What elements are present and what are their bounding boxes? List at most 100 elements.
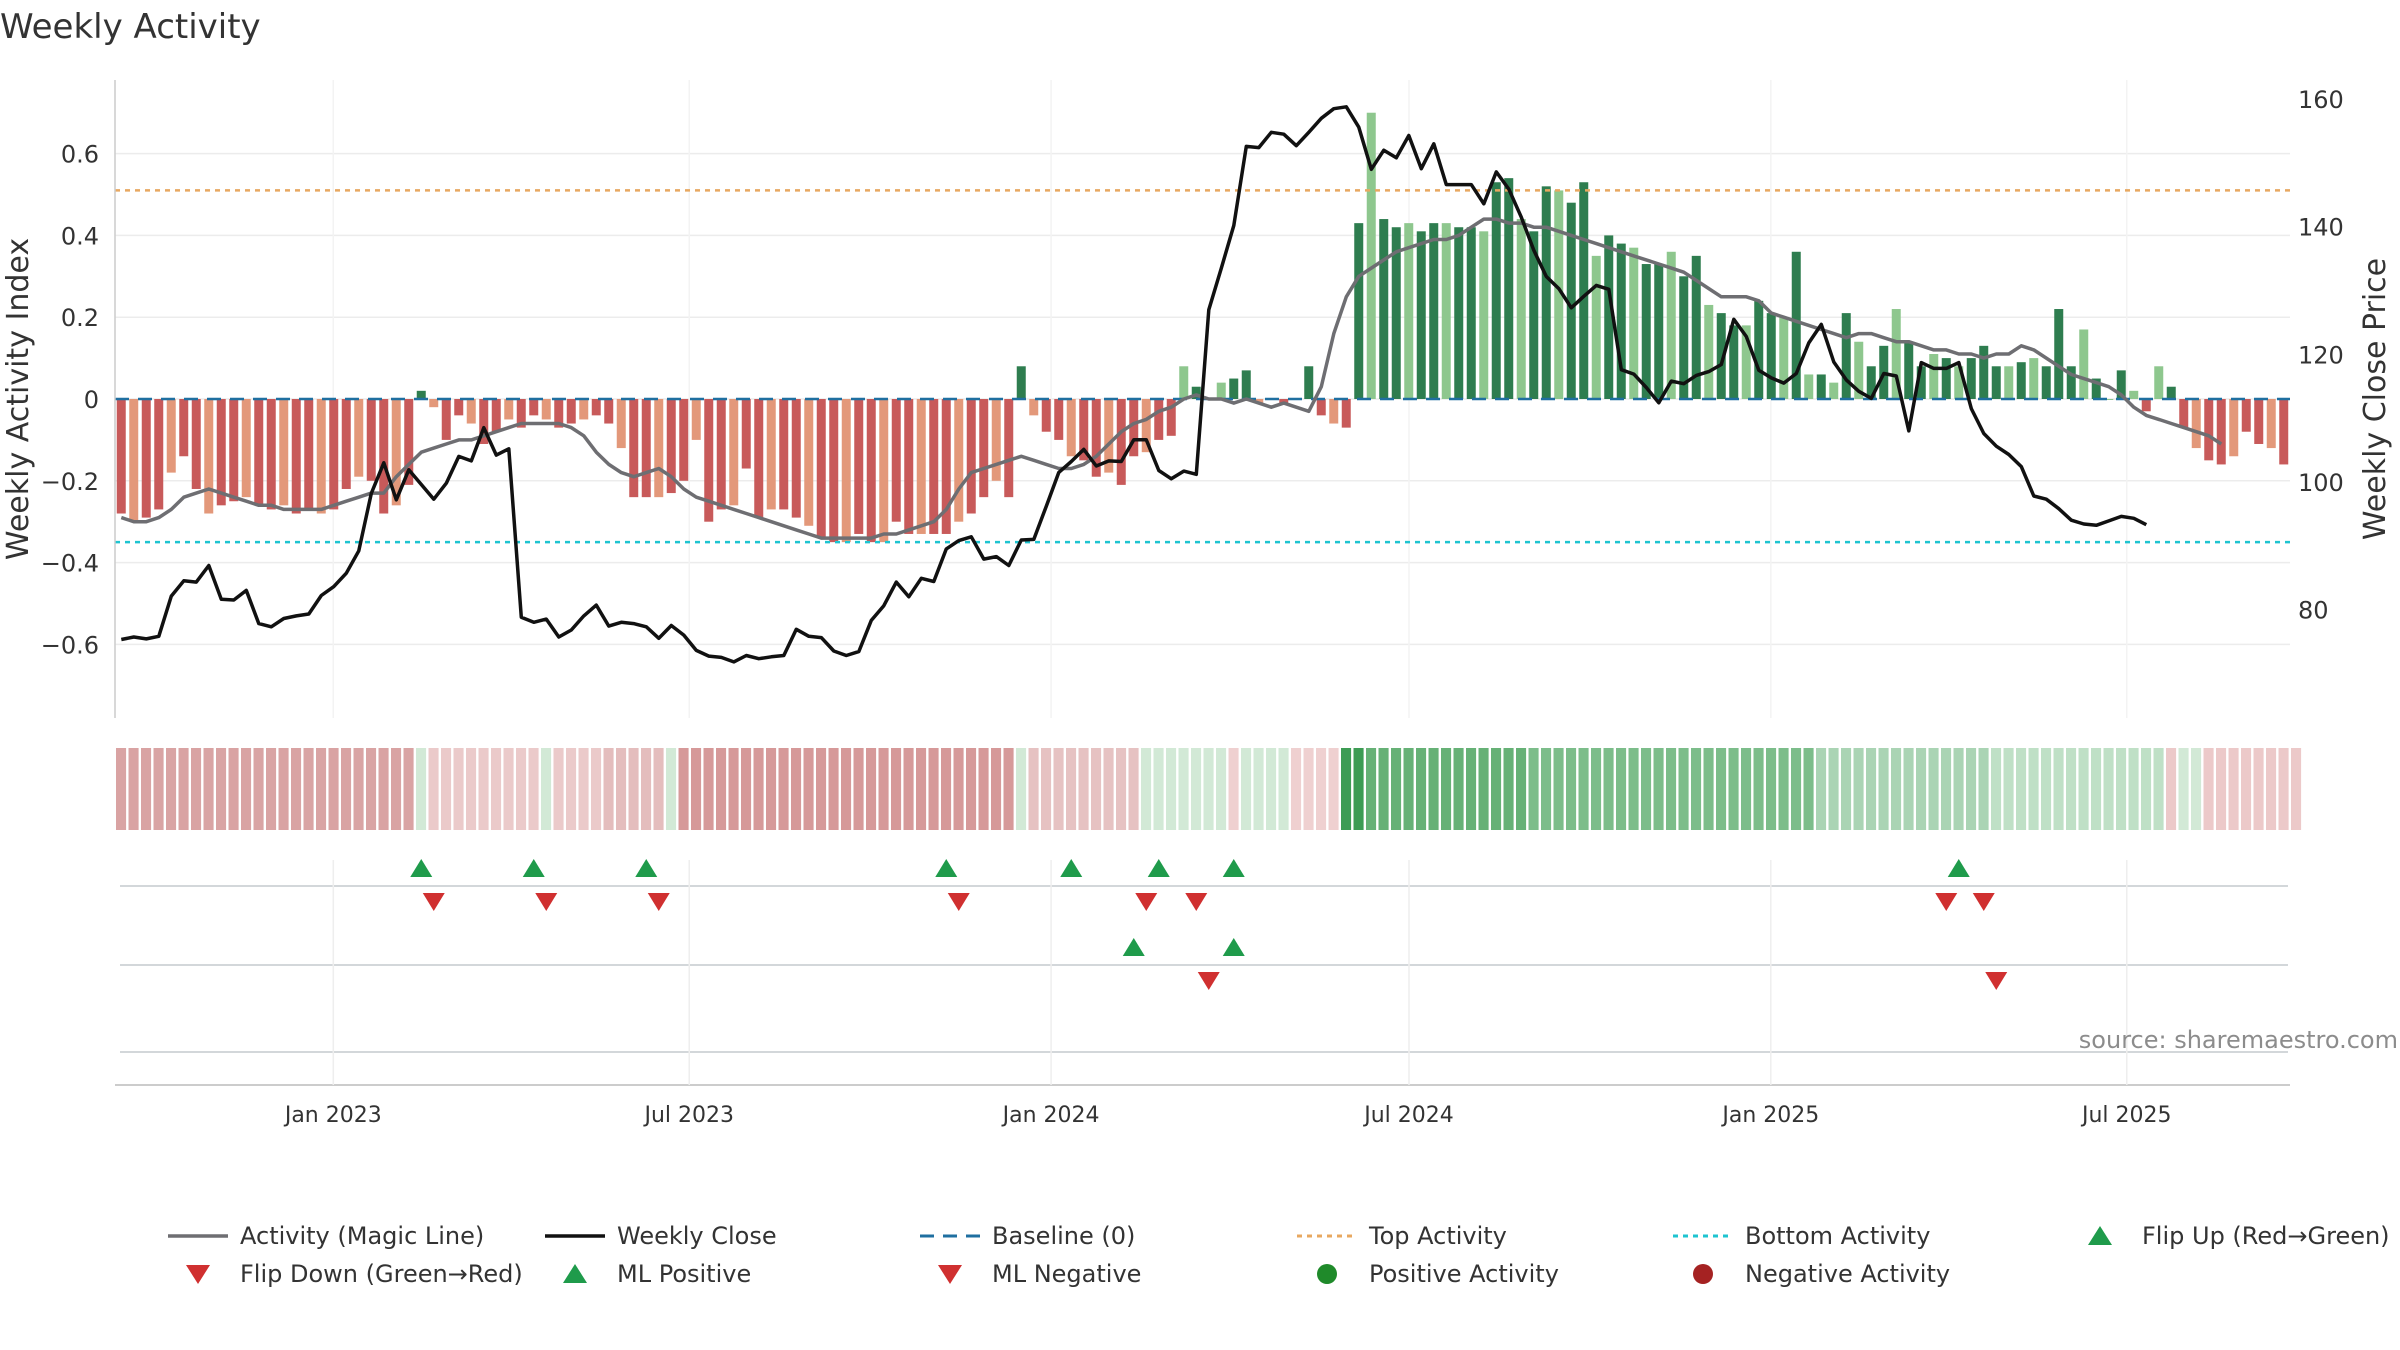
activity-bar (316, 399, 326, 514)
activity-bar (1179, 366, 1189, 399)
activity-bar (2254, 399, 2264, 444)
weekly-close-line (120, 105, 2148, 664)
activity-bar (291, 399, 301, 514)
activity-bar (2279, 399, 2289, 465)
heat-cell (628, 748, 639, 830)
heat-cell (2241, 748, 2252, 830)
heat-cell (1703, 748, 1714, 830)
heat-cell (1466, 748, 1477, 830)
heat-cell (1803, 748, 1814, 830)
activity-bar (516, 399, 526, 428)
activity-bar (1729, 325, 1739, 399)
heat-cell (1366, 748, 1377, 830)
activity-bar (904, 399, 914, 534)
legend-item: Top Activity (1297, 1222, 1507, 1250)
legend-swatch (938, 1265, 962, 1284)
activity-bar (1629, 247, 1639, 399)
activity-bar (1216, 382, 1226, 399)
activity-bar (216, 399, 226, 506)
heat-cell (1791, 748, 1802, 830)
heat-cell (1578, 748, 1589, 830)
activity-bar (816, 399, 826, 539)
activity-bar (2141, 399, 2151, 412)
activity-bar (1516, 219, 1526, 399)
activity-bar (1966, 358, 1976, 399)
activity-bar (541, 399, 551, 420)
activity-bar (729, 399, 739, 506)
activity-bar (2266, 399, 2276, 449)
y-tick-label: 0.2 (61, 304, 99, 332)
activity-bar (479, 399, 489, 444)
activity-bar (1941, 358, 1951, 399)
activity-bar (1091, 399, 1101, 477)
heat-cell (2141, 748, 2152, 830)
legend-item: Flip Down (Green→Red) (186, 1260, 523, 1288)
activity-bar (454, 399, 464, 416)
activity-bar (1691, 255, 1701, 399)
activity-bar (141, 399, 151, 518)
activity-bar (266, 399, 276, 510)
activity-bar (879, 399, 889, 543)
ml-positive-marker (1122, 938, 1145, 956)
activity-bar (2054, 309, 2064, 399)
heat-cell (353, 748, 364, 830)
legend: Activity (Magic Line) Weekly Close Baselin… (168, 1222, 2390, 1288)
heat-cell (2091, 748, 2102, 830)
legend-swatch (186, 1265, 210, 1284)
heat-cell (1928, 748, 1939, 830)
activity-bar (1841, 313, 1851, 399)
activity-bar (1904, 341, 1914, 399)
activity-bar (1066, 399, 1076, 457)
flip-up-marker (935, 859, 958, 877)
heat-cell (778, 748, 789, 830)
activity-bar (1191, 386, 1201, 399)
activity-bar (2154, 366, 2164, 399)
heat-cell (1416, 748, 1427, 830)
heat-cell (1316, 748, 1327, 830)
y-tick-label: 0.4 (61, 222, 99, 250)
heat-cell (1341, 748, 1352, 830)
heat-cell (1616, 748, 1627, 830)
heat-cell (953, 748, 964, 830)
heat-cell (591, 748, 602, 830)
activity-bar (1429, 223, 1439, 399)
heat-cell (216, 748, 227, 830)
heat-cell (428, 748, 439, 830)
activity-bar (1979, 345, 1989, 399)
heat-cell (1603, 748, 1614, 830)
flip-down-marker (1935, 893, 1958, 911)
heat-cell (2216, 748, 2227, 830)
heat-cell (1678, 748, 1689, 830)
activity-bar (779, 399, 789, 510)
main-plot-panel: −0.6 −0.4 −0.2 0 0.2 0.4 0.6 80 100 120 140 160 (41, 80, 2344, 718)
heat-cell (1628, 748, 1639, 830)
heat-cell (1291, 748, 1302, 830)
heat-cell (516, 748, 527, 830)
heat-cell (2003, 748, 2014, 830)
heat-cell (2266, 748, 2277, 830)
activity-bar (1891, 309, 1901, 399)
heat-cell (666, 748, 677, 830)
heat-cell (1766, 748, 1777, 830)
heat-cell (641, 748, 652, 830)
x-tick-label: Jan 2023 (283, 1103, 382, 1128)
activity-bar (1816, 374, 1826, 399)
activity-bar (1454, 227, 1464, 399)
activity-bar (1441, 223, 1451, 399)
activity-bar (691, 399, 701, 440)
heat-cell (1391, 748, 1402, 830)
activity-bar (1754, 300, 1764, 399)
heat-cell (1891, 748, 1902, 830)
activity-bar (841, 399, 851, 543)
activity-bar (441, 399, 451, 440)
heat-cell (1116, 748, 1127, 830)
heat-cell (691, 748, 702, 830)
activity-bar (1491, 182, 1501, 399)
legend-label: Bottom Activity (1745, 1222, 1930, 1250)
heat-cell (966, 748, 977, 830)
activity-bar (2116, 370, 2126, 399)
activity-bar (529, 399, 539, 416)
heat-cell (1966, 748, 1977, 830)
heat-cell (391, 748, 402, 830)
activity-bar (379, 399, 389, 514)
